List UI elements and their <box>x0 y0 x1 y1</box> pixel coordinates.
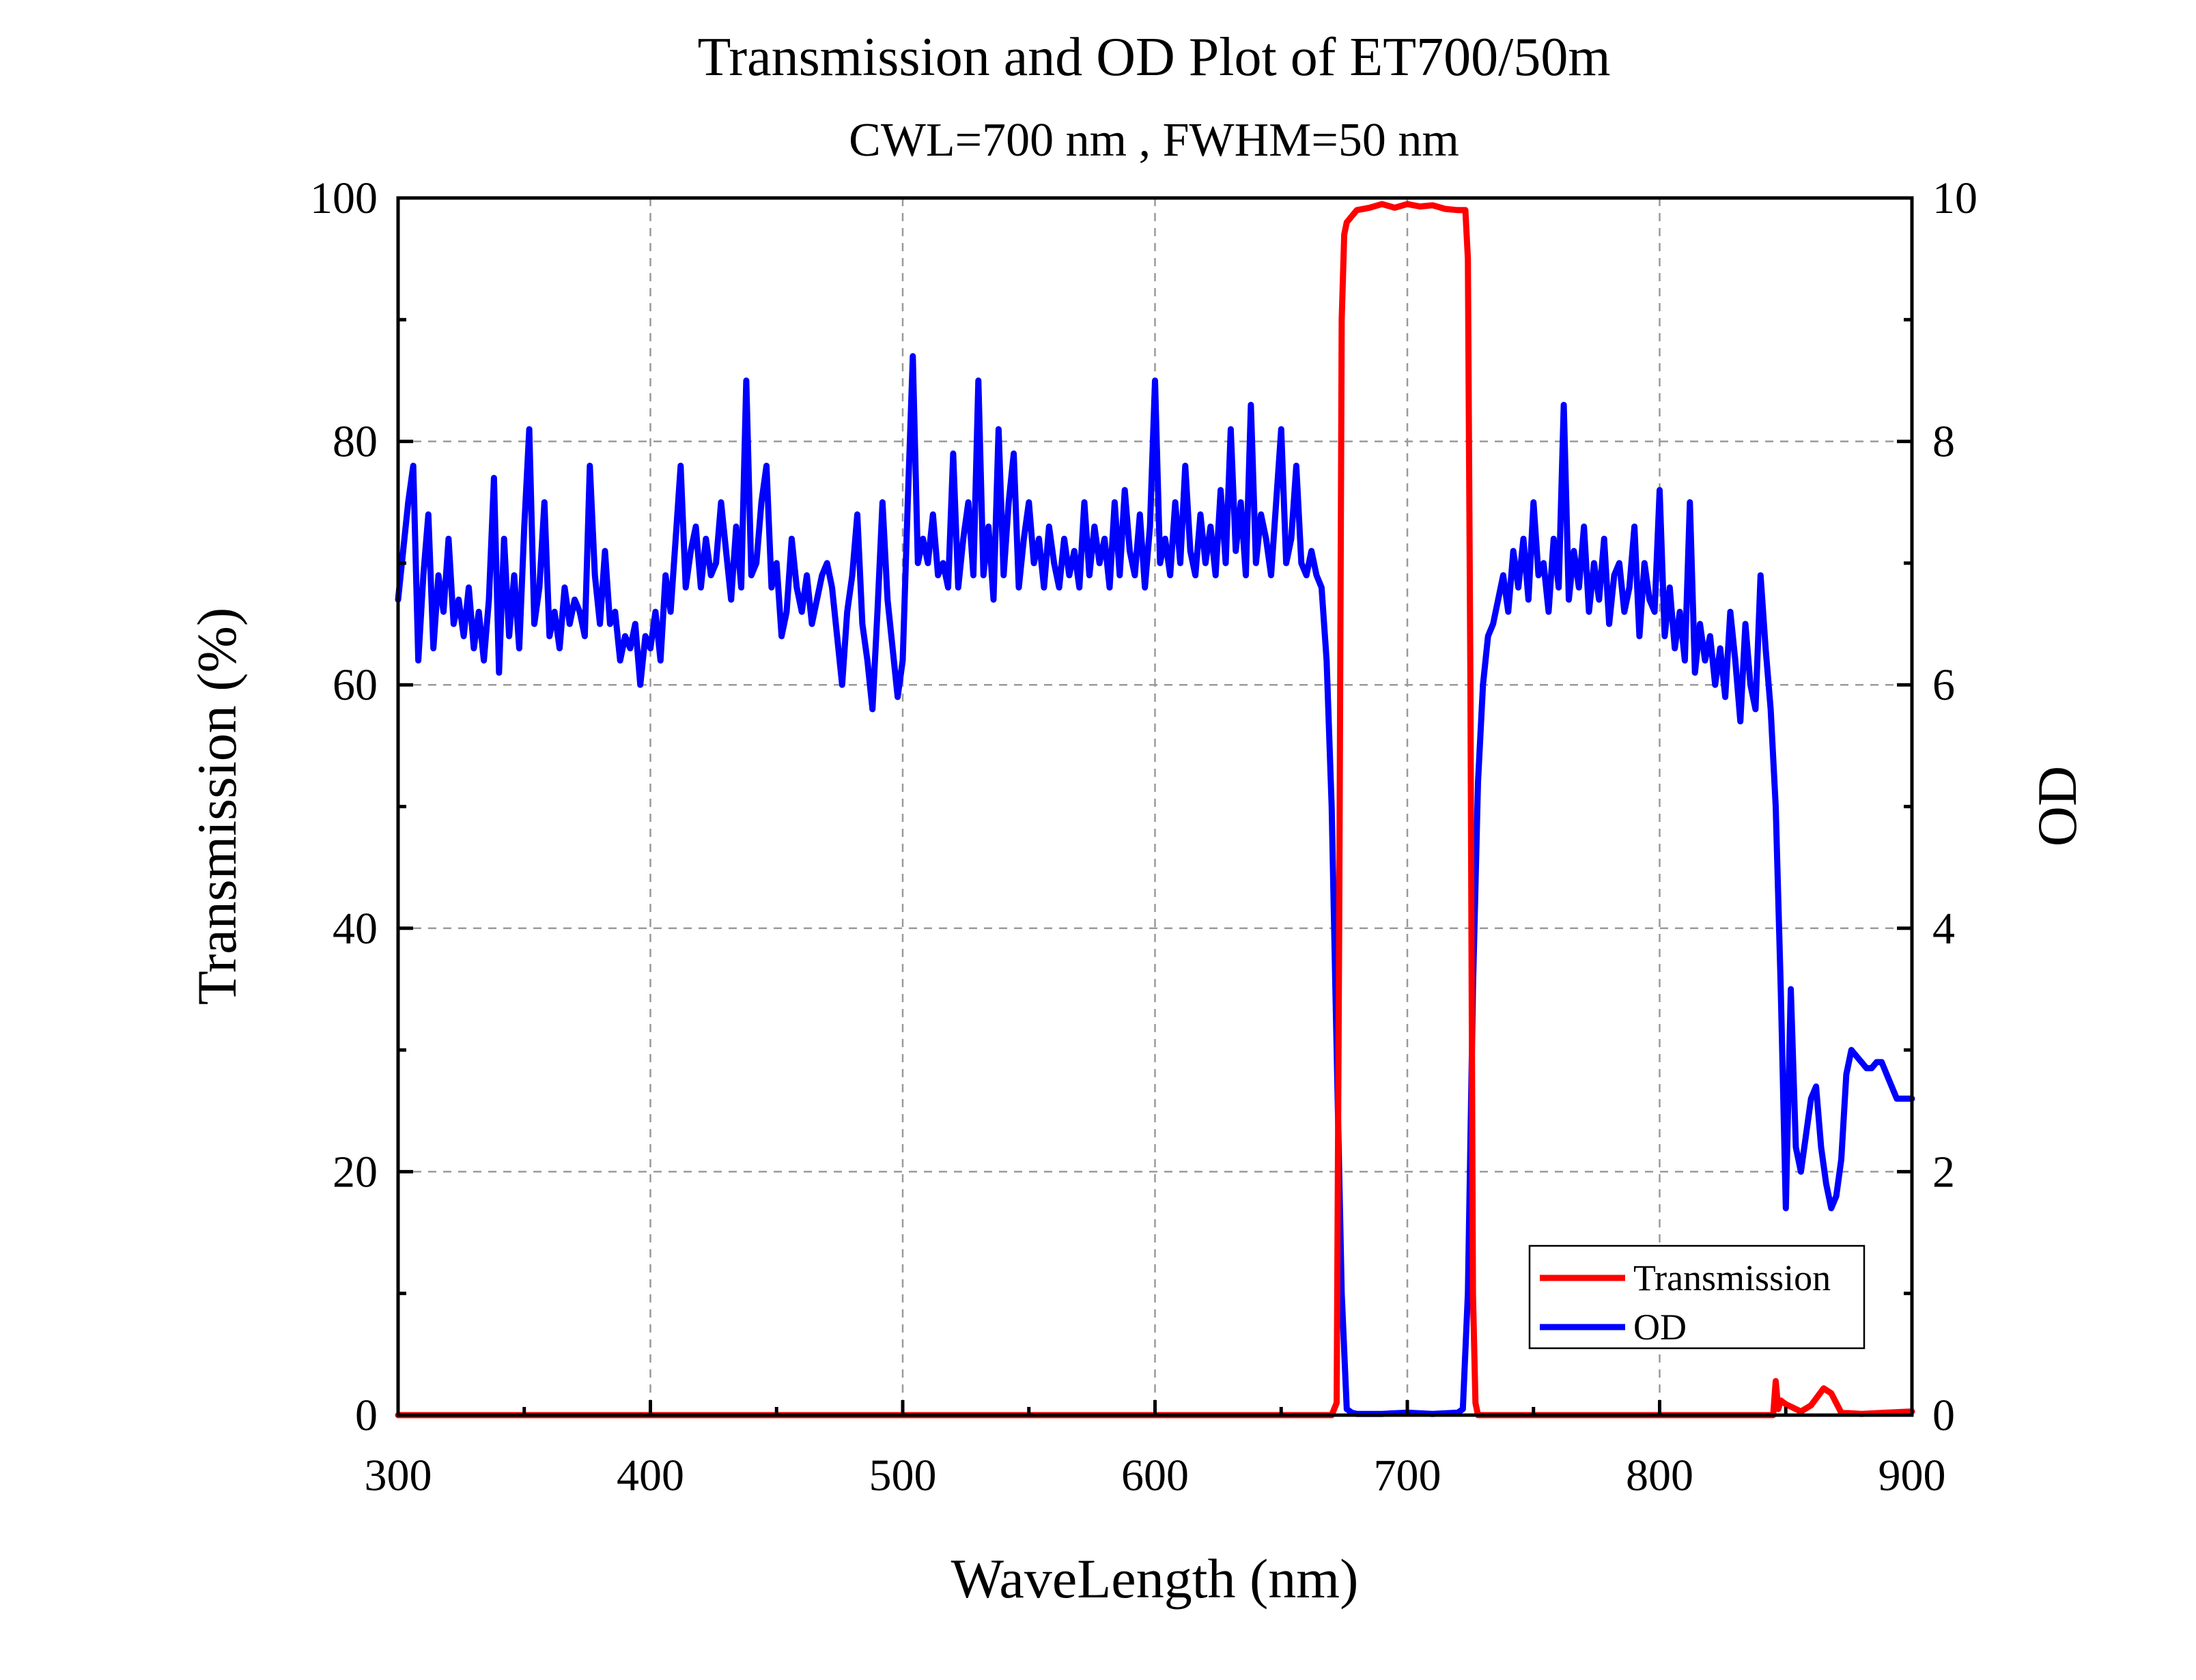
x-tick-label: 700 <box>1374 1451 1441 1500</box>
x-tick-label: 900 <box>1878 1451 1946 1500</box>
series-line-transmission <box>395 201 1915 1419</box>
x-tick-label: 800 <box>1626 1451 1693 1500</box>
y2-tick-label: 2 <box>1932 1147 1955 1197</box>
series-layer <box>395 201 1915 1419</box>
tick-labels: 300 400 500 600 700 800 900 0 20 40 60 80 100 0 2 4 6 8 10 <box>310 173 1977 1500</box>
y-tick-label: 60 <box>333 660 378 710</box>
legend: Transmission OD <box>1528 1244 1866 1350</box>
x-tick-label: 500 <box>869 1451 937 1500</box>
x-tick-label: 600 <box>1121 1451 1189 1500</box>
y2-tick-label: 8 <box>1932 417 1955 467</box>
y-axis-title: Transmission (%) <box>186 608 248 1005</box>
axis-ticks <box>396 196 1914 1417</box>
y2-tick-label: 0 <box>1932 1391 1955 1440</box>
y2-axis-title: OD <box>2026 766 2088 846</box>
series-line-od <box>395 353 1915 1417</box>
x-tick-label: 300 <box>365 1451 432 1500</box>
legend-label-transmission: Transmission <box>1633 1257 1831 1298</box>
y-tick-label: 100 <box>310 173 378 223</box>
legend-box <box>1528 1244 1866 1350</box>
y-tick-label: 40 <box>333 904 378 954</box>
y-tick-label: 0 <box>355 1391 378 1440</box>
chart-subtitle: CWL=700 nm , FWHM=50 nm <box>849 114 1459 167</box>
legend-items: Transmission OD <box>1540 1257 1831 1348</box>
x-axis-title: WaveLength (nm) <box>951 1548 1359 1610</box>
y2-tick-label: 10 <box>1932 173 1977 223</box>
y-tick-label: 80 <box>333 417 378 467</box>
x-tick-label: 400 <box>617 1451 684 1500</box>
chart-title: Transmission and OD Plot of ET700/50m <box>697 27 1610 87</box>
legend-label-od: OD <box>1633 1307 1687 1348</box>
y2-tick-label: 4 <box>1932 904 1955 954</box>
y-tick-label: 20 <box>333 1147 378 1197</box>
y2-tick-label: 6 <box>1932 660 1955 710</box>
